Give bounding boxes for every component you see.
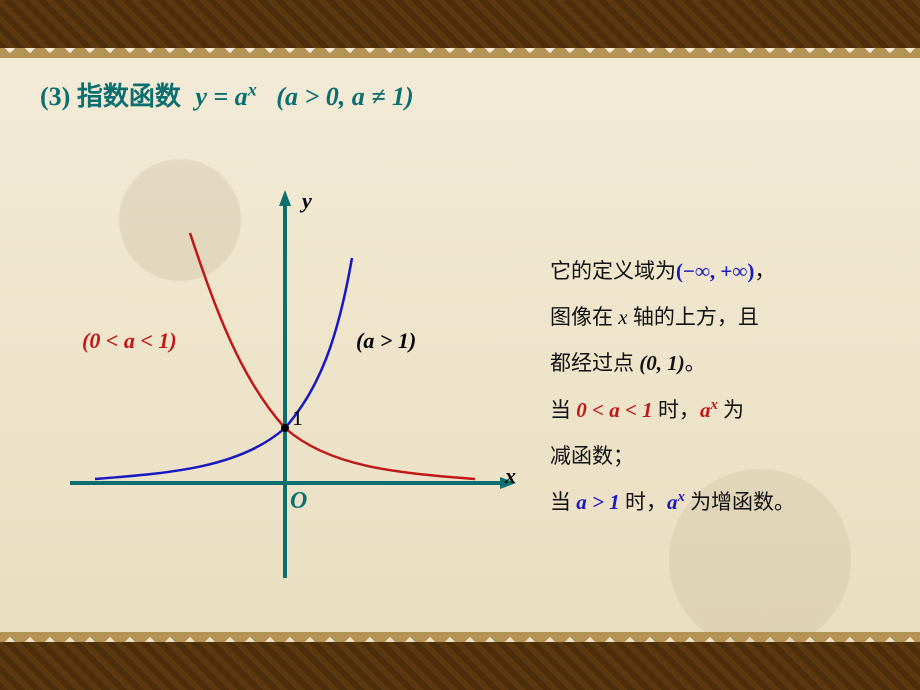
graph-svg	[60, 188, 520, 588]
desc-4ax-base: a	[700, 398, 711, 422]
desc-line-1: 它的定义域为(−∞, +∞)，	[550, 248, 920, 294]
desc-4b: 时，	[653, 398, 700, 422]
desc-4ax: ax	[700, 398, 718, 422]
title-formula-sup: x	[248, 79, 257, 99]
desc-6ax-sup: x	[677, 489, 684, 505]
origin-label: O	[290, 488, 307, 515]
y-axis-arrow	[279, 190, 291, 206]
title-formula-base: y = a	[195, 82, 247, 111]
desc-line-4: 当 0 < a < 1 时，ax 为	[550, 387, 920, 433]
desc-1a: 它的定义域为	[550, 259, 676, 283]
desc-4ax-sup: x	[710, 397, 717, 413]
desc-6c: 为增函数。	[685, 490, 795, 514]
curve-label-increasing: (a > 1)	[356, 328, 416, 354]
desc-4c: 为	[718, 398, 744, 422]
one-label: 1	[292, 405, 303, 431]
curve-a-lt-1	[190, 233, 475, 479]
curve-a-gt-1	[95, 258, 352, 479]
curve-label-decreasing: (0 < a < 1)	[82, 328, 177, 354]
desc-3a: 都经过点	[550, 351, 639, 375]
desc-6a: 当	[550, 490, 576, 514]
curve-label-decreasing-text: (0 < a < 1)	[82, 328, 177, 353]
title-condition: (a > 0, a ≠ 1)	[276, 82, 413, 111]
description-block: 它的定义域为(−∞, +∞)， 图像在 x 轴的上方，且 都经过点 (0, 1)…	[550, 248, 920, 525]
desc-line-6: 当 a > 1 时，ax 为增函数。	[550, 479, 920, 525]
desc-4cond: 0 < a < 1	[576, 398, 652, 422]
desc-line-2: 图像在 x 轴的上方，且	[550, 294, 920, 340]
content-area: (3) 指数函数 y = ax (a > 0, a ≠ 1) y x O 1 (…	[20, 58, 900, 632]
desc-6cond: a > 1	[576, 490, 619, 514]
bottom-border-pattern	[0, 642, 920, 690]
desc-6b: 时，	[620, 490, 667, 514]
desc-2x: x	[618, 305, 627, 329]
desc-1c: ，	[754, 259, 775, 283]
desc-3b: 。	[685, 351, 706, 375]
desc-line-5: 减函数；	[550, 433, 920, 479]
point-0-1	[281, 424, 289, 432]
title-prefix: (3) 指数函数	[40, 82, 181, 111]
desc-6ax-base: a	[667, 490, 678, 514]
desc-2a: 图像在	[550, 305, 618, 329]
exponential-graph: y x O 1 (0 < a < 1) (a > 1)	[60, 188, 520, 588]
title-formula: y = ax (a > 0, a ≠ 1)	[195, 82, 413, 111]
desc-4a: 当	[550, 398, 576, 422]
section-title: (3) 指数函数 y = ax (a > 0, a ≠ 1)	[40, 76, 414, 113]
desc-6ax: ax	[667, 490, 685, 514]
desc-2b: 轴的上方，且	[628, 305, 759, 329]
x-axis-label: x	[505, 463, 516, 489]
desc-3pt: (0, 1)	[639, 351, 685, 375]
y-axis-label: y	[302, 188, 312, 214]
desc-domain: (−∞, +∞)	[676, 259, 754, 283]
curve-label-increasing-text: (a > 1)	[356, 328, 416, 353]
desc-line-3: 都经过点 (0, 1)。	[550, 340, 920, 386]
top-border-pattern	[0, 0, 920, 48]
